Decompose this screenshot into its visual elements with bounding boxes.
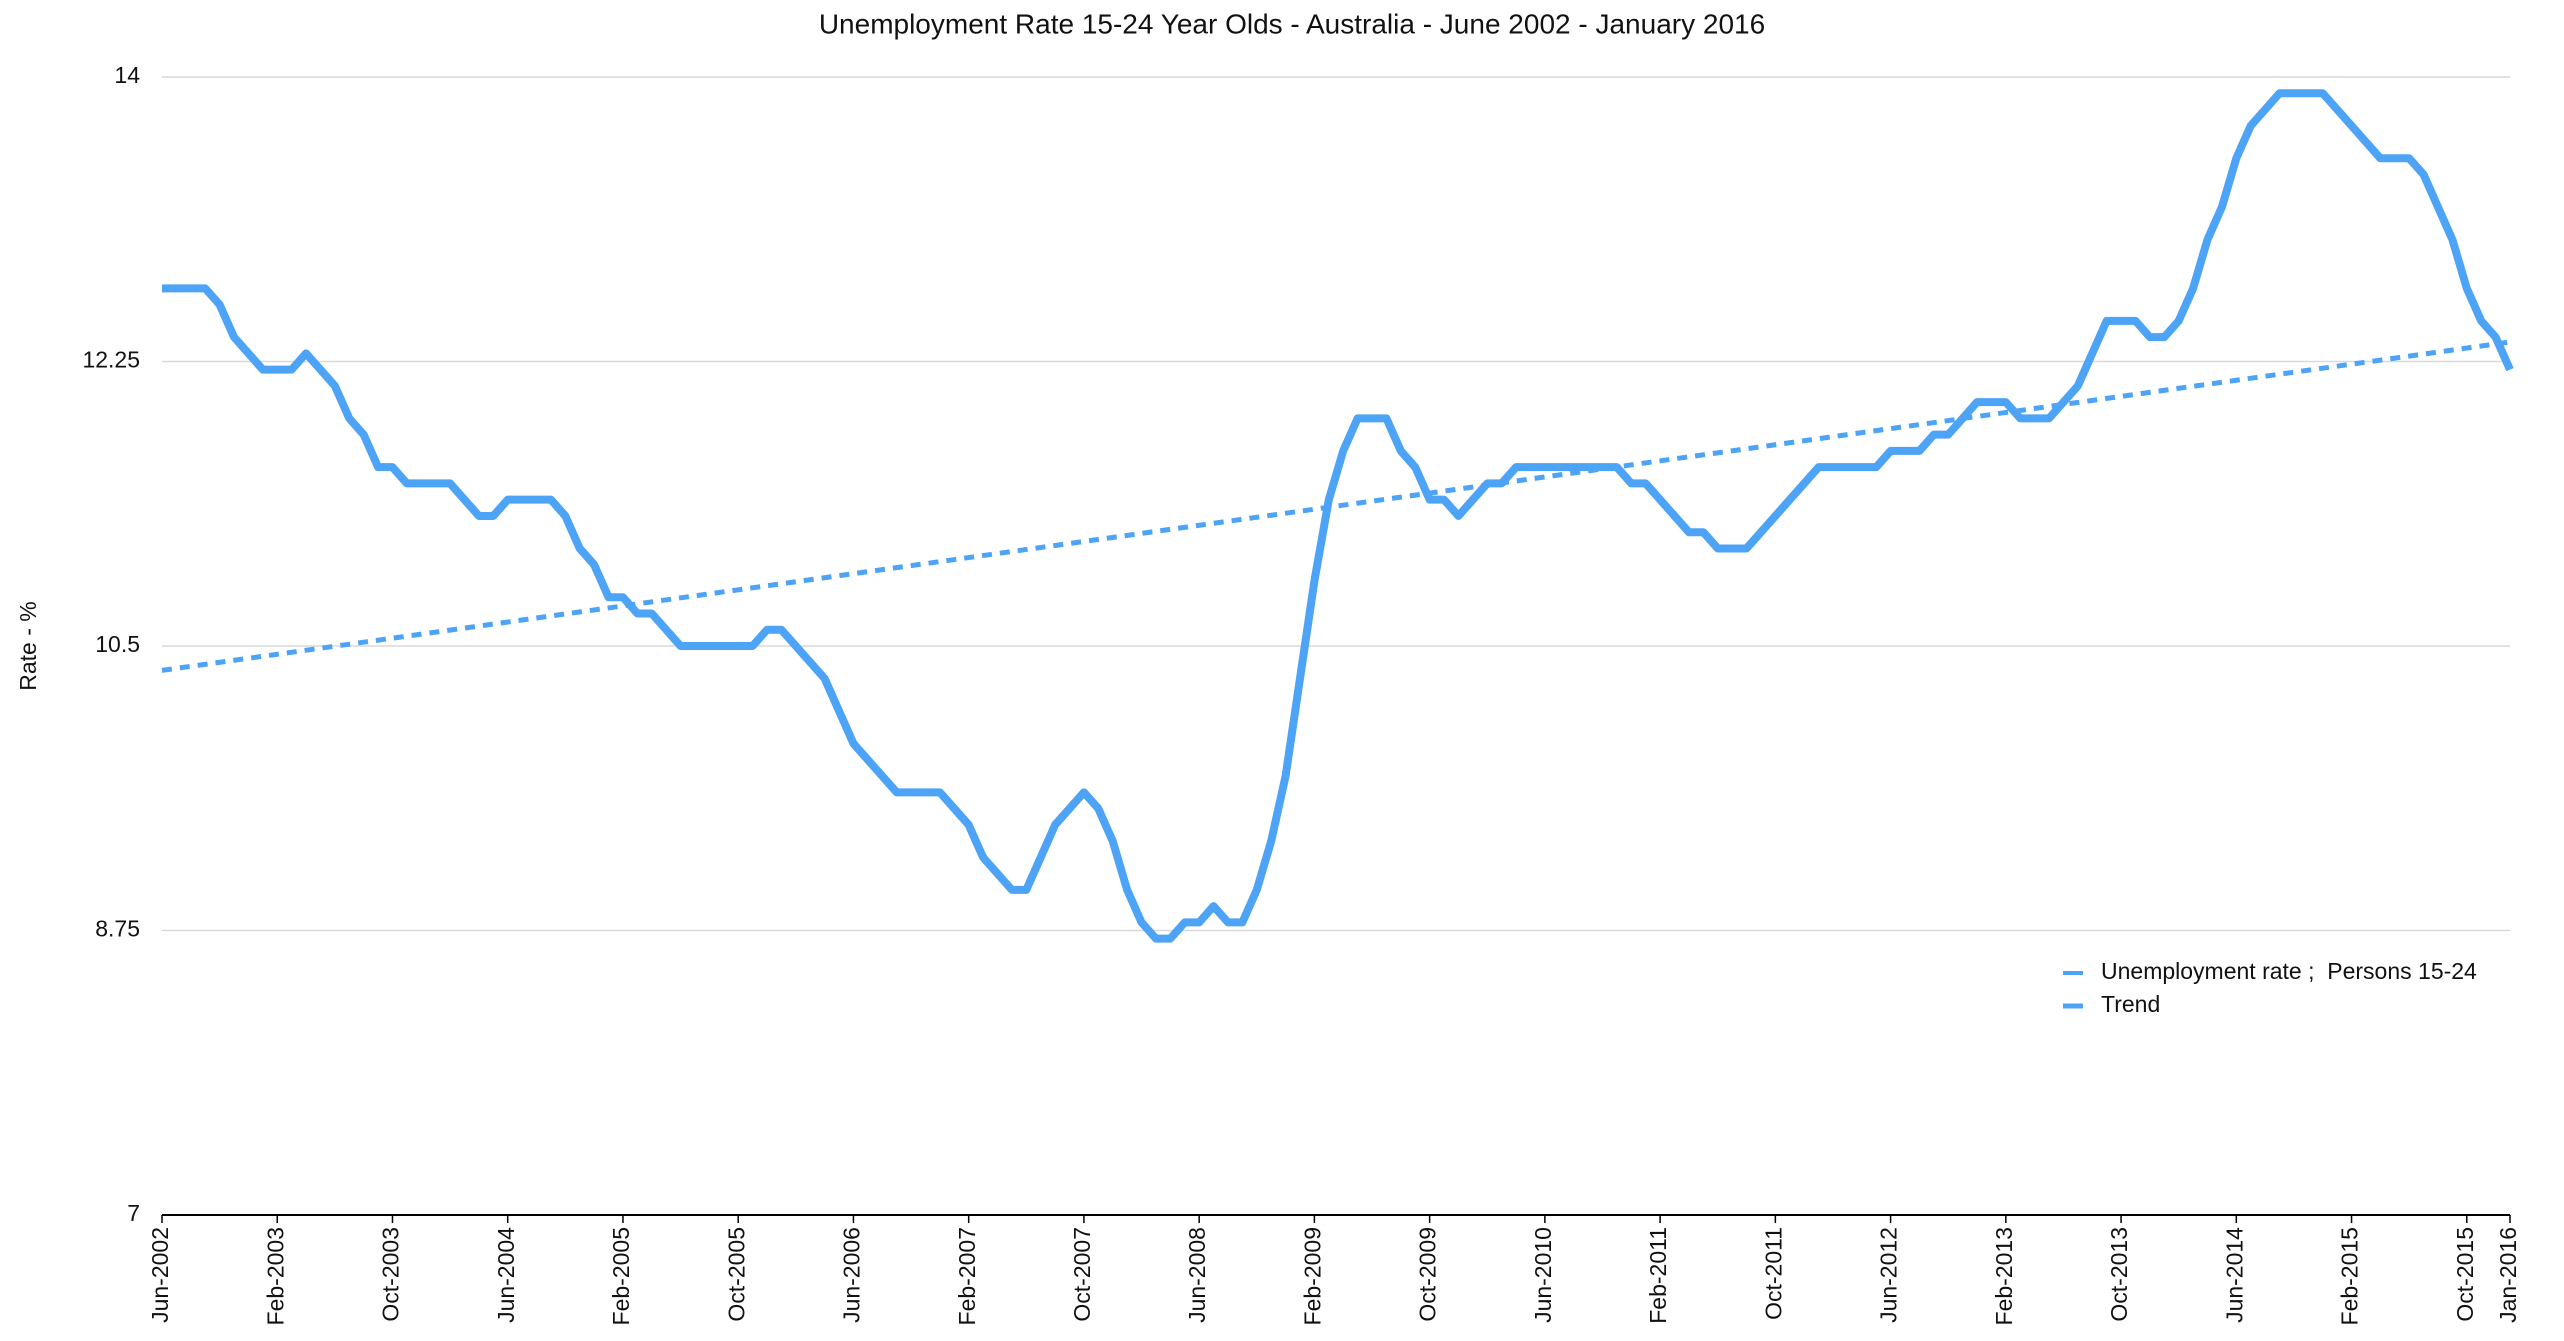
x-tick-label: Oct-2007 [1069, 1227, 1095, 1322]
x-tick-label: Jun-2002 [147, 1227, 173, 1323]
x-tick-label: Jun-2010 [1530, 1227, 1556, 1323]
y-tick-label: 10.5 [95, 631, 140, 657]
y-axis-title: Rate - % [15, 601, 41, 690]
x-tick-label: Jun-2014 [2221, 1227, 2247, 1323]
legend-label: Unemployment rate ; Persons 15-24 [2101, 958, 2477, 984]
x-tick-label: Jun-2008 [1184, 1227, 1210, 1323]
x-tick-label: Oct-2009 [1415, 1227, 1441, 1322]
x-tick-label: Oct-2003 [378, 1227, 404, 1322]
x-tick-label: Oct-2011 [1760, 1227, 1786, 1320]
x-tick-label: Feb-2003 [262, 1227, 288, 1325]
x-tick-label: Feb-2007 [954, 1227, 980, 1325]
x-tick-label: Oct-2005 [723, 1227, 749, 1322]
x-tick-label: Jun-2004 [493, 1227, 519, 1323]
y-tick-label: 14 [114, 62, 140, 88]
y-tick-label: 12.25 [82, 347, 140, 373]
y-tick-label: 8.75 [95, 916, 140, 942]
x-tick-label: Feb-2013 [1991, 1227, 2017, 1325]
x-tick-label: Jan-2016 [2495, 1227, 2521, 1323]
data-line [162, 89, 2514, 943]
legend-label: Trend [2101, 991, 2160, 1017]
chart-title: Unemployment Rate 15-24 Year Olds - Aust… [819, 8, 1765, 39]
x-tick-label: Oct-2015 [2452, 1227, 2478, 1322]
x-tick-label: Feb-2011 [1645, 1227, 1671, 1324]
x-tick-label: Jun-2006 [839, 1227, 865, 1323]
trend-line [161, 339, 2511, 673]
x-tick-label: Feb-2005 [608, 1227, 634, 1325]
x-tick-label: Feb-2015 [2337, 1227, 2363, 1325]
x-tick-label: Feb-2009 [1299, 1227, 1325, 1325]
x-tick-label: Oct-2013 [2106, 1227, 2132, 1322]
x-tick-label: Jun-2012 [1876, 1227, 1902, 1323]
y-tick-label: 7 [127, 1200, 140, 1226]
